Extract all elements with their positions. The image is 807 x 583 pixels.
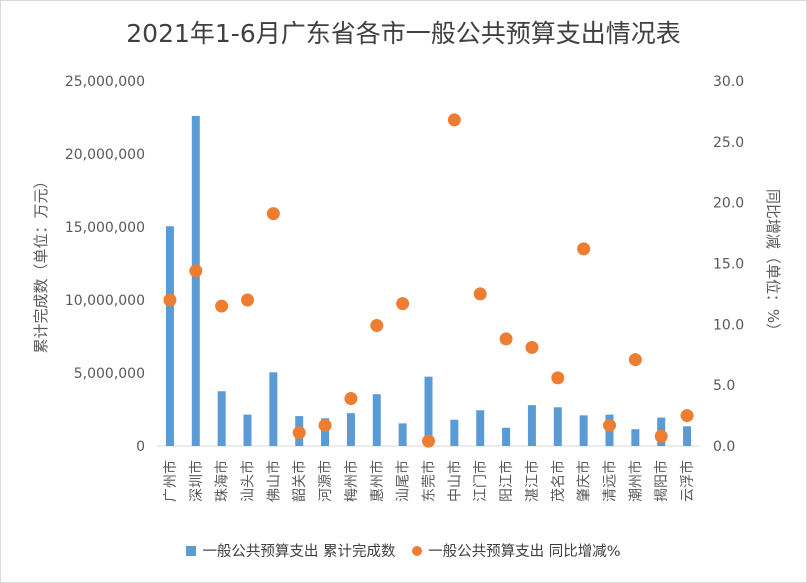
x-tick-label: 广州市 bbox=[162, 460, 179, 502]
bar bbox=[191, 116, 200, 446]
x-tick-label: 揭阳市 bbox=[653, 460, 670, 502]
x-tick-label: 汕尾市 bbox=[395, 460, 412, 502]
chart-legend: 一般公共预算支出 累计完成数 一般公共预算支出 同比增减% bbox=[0, 540, 807, 561]
scatter-point bbox=[473, 287, 487, 301]
bar bbox=[553, 407, 562, 446]
bar bbox=[476, 410, 485, 446]
scatter-point bbox=[163, 293, 177, 307]
scatter-point bbox=[680, 409, 694, 423]
x-tick-label: 中山市 bbox=[446, 460, 463, 502]
legend-bar-swatch bbox=[186, 545, 197, 556]
bar bbox=[579, 415, 588, 446]
y2-tick-label: 25.0 bbox=[713, 135, 744, 151]
x-tick-label: 韶关市 bbox=[291, 460, 308, 502]
tick-labels: 0 5,000,000 10,000,000 15,000,000 20,000,000… bbox=[32, 74, 782, 502]
scatter-point bbox=[422, 434, 435, 448]
bar bbox=[631, 429, 640, 446]
scatter-point bbox=[344, 392, 358, 406]
scatter-point bbox=[370, 319, 384, 333]
x-tick-label: 肇庆市 bbox=[576, 460, 593, 502]
bar bbox=[346, 413, 355, 446]
x-tick-label: 深圳市 bbox=[188, 460, 205, 502]
x-tick-label: 清远市 bbox=[602, 460, 619, 502]
bar bbox=[502, 427, 511, 446]
y2-tick-label: 30.0 bbox=[713, 74, 744, 90]
scatter-point bbox=[577, 242, 591, 256]
scatter-point bbox=[447, 113, 461, 127]
y2-tick-label: 20.0 bbox=[713, 196, 744, 212]
scatter-point bbox=[266, 207, 280, 221]
scatter-point bbox=[628, 353, 642, 367]
scatter-point bbox=[654, 429, 668, 443]
x-tick-label: 江门市 bbox=[472, 460, 489, 502]
x-tick-label: 珠海市 bbox=[214, 460, 231, 502]
bar bbox=[424, 376, 433, 446]
bar bbox=[243, 414, 252, 446]
x-tick-label: 惠州市 bbox=[369, 460, 386, 502]
y2-tick-label: 5.0 bbox=[713, 378, 735, 394]
bar bbox=[269, 372, 278, 446]
bar bbox=[683, 426, 692, 446]
scatter-point bbox=[551, 371, 565, 385]
y2-axis-label: 同比增减（单位：%） bbox=[764, 189, 782, 338]
y-axis-label: 累计完成数（单位：万元） bbox=[32, 173, 50, 353]
legend-dot-label: 一般公共预算支出 同比增减% bbox=[428, 544, 621, 560]
scatter-point bbox=[241, 293, 254, 307]
y-tick-label: 10,000,000 bbox=[65, 293, 145, 309]
x-tick-label: 梅州市 bbox=[343, 460, 360, 502]
scatter-point bbox=[396, 297, 410, 311]
scatter-point bbox=[499, 332, 513, 346]
chart-title: 2021年1-6月广东省各市一般公共预算支出情况表 bbox=[126, 19, 681, 48]
legend-item-dot: 一般公共预算支出 同比增减% bbox=[412, 540, 621, 561]
bar bbox=[398, 423, 407, 446]
scatter-point bbox=[215, 299, 229, 313]
x-tick-label: 潮州市 bbox=[627, 460, 644, 502]
x-tick-label: 茂名市 bbox=[550, 460, 567, 502]
y-tick-label: 5,000,000 bbox=[74, 366, 145, 382]
scatter-point bbox=[189, 264, 203, 278]
scatter-point bbox=[292, 426, 306, 440]
bar bbox=[372, 394, 381, 446]
y2-tick-label: 15.0 bbox=[713, 257, 744, 273]
bar bbox=[321, 418, 330, 446]
x-tick-label: 云浮市 bbox=[679, 460, 696, 502]
y-tick-label: 15,000,000 bbox=[65, 220, 145, 236]
legend-bar-label: 一般公共预算支出 累计完成数 bbox=[202, 544, 396, 560]
scatter-point bbox=[603, 418, 616, 432]
x-tick-label: 汕头市 bbox=[240, 460, 257, 502]
scatter-point bbox=[318, 418, 332, 432]
y-tick-label: 0 bbox=[136, 439, 145, 455]
bar-series bbox=[165, 116, 692, 446]
legend-item-bar: 一般公共预算支出 累计完成数 bbox=[186, 540, 396, 561]
x-tick-label: 河源市 bbox=[317, 460, 334, 502]
bar bbox=[527, 405, 536, 446]
y2-tick-label: 0.0 bbox=[713, 439, 735, 455]
y-tick-label: 20,000,000 bbox=[65, 147, 145, 163]
x-tick-label: 阳江市 bbox=[498, 460, 515, 502]
y-tick-label: 25,000,000 bbox=[65, 74, 145, 90]
bar bbox=[217, 391, 226, 446]
bar bbox=[165, 226, 174, 446]
y2-tick-label: 10.0 bbox=[713, 317, 744, 333]
scatter-point bbox=[525, 340, 539, 354]
x-tick-label: 东莞市 bbox=[421, 460, 438, 502]
x-tick-label: 佛山市 bbox=[265, 460, 282, 502]
scatter-series bbox=[163, 113, 694, 448]
legend-dot-swatch bbox=[412, 545, 423, 556]
x-tick-label: 湛江市 bbox=[524, 460, 541, 502]
bar bbox=[450, 419, 459, 446]
